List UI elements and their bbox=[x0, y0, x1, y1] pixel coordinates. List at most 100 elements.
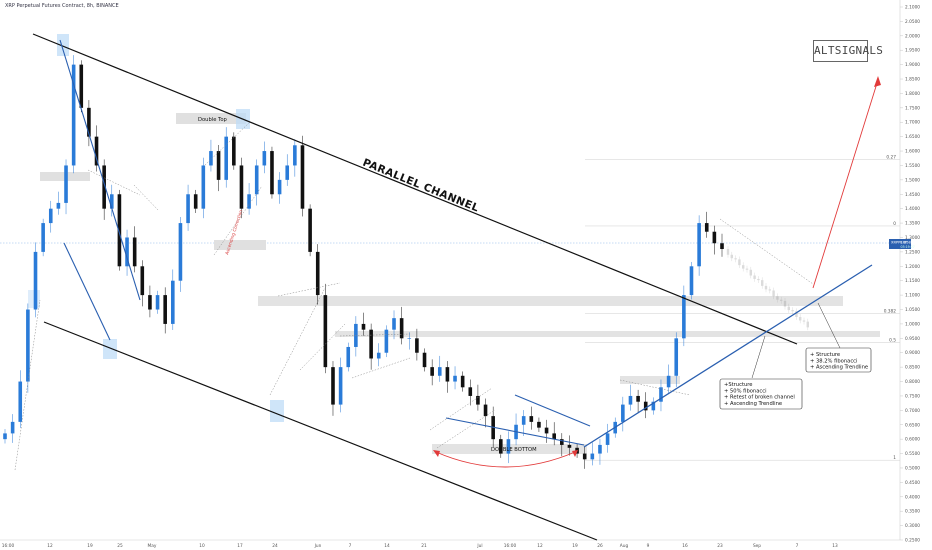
candle-body bbox=[254, 165, 259, 195]
projection-body bbox=[795, 311, 798, 318]
candle-body bbox=[41, 223, 45, 252]
candle-body bbox=[216, 151, 221, 180]
y-tick-label: 1.9000 bbox=[905, 62, 920, 68]
y-tick-label: 1.2000 bbox=[905, 264, 920, 270]
candle-body bbox=[262, 151, 267, 166]
candle-body bbox=[193, 194, 198, 209]
y-tick-label: 0.4500 bbox=[905, 480, 920, 486]
projection-body bbox=[768, 289, 771, 291]
candle-body bbox=[369, 329, 373, 359]
x-tick-label: 16 bbox=[682, 543, 688, 549]
candle-body bbox=[64, 165, 68, 203]
price-symbol: XRPPERP bbox=[891, 241, 908, 245]
candles-group bbox=[3, 55, 724, 469]
candle-body bbox=[682, 295, 686, 339]
y-tick-label: 1.9500 bbox=[905, 48, 920, 54]
candle-body bbox=[392, 318, 396, 330]
zone-mid bbox=[214, 240, 266, 250]
candle-body bbox=[720, 243, 724, 250]
candle-body bbox=[293, 145, 297, 166]
projection-body bbox=[776, 296, 779, 300]
y-tick-label: 0.9500 bbox=[905, 336, 920, 342]
candle-body bbox=[201, 165, 206, 209]
projection-body bbox=[787, 306, 790, 311]
price-countdown: 03:19:27 bbox=[901, 245, 915, 249]
candle-body bbox=[33, 251, 38, 310]
candle-body bbox=[621, 404, 625, 422]
candle-body bbox=[460, 375, 465, 388]
channel-lower bbox=[43, 321, 598, 541]
candle-body bbox=[361, 323, 366, 330]
candle-body bbox=[415, 338, 419, 353]
y-tick-label: 1.0000 bbox=[905, 321, 920, 327]
y-tick-label: 0.5000 bbox=[905, 465, 920, 471]
candle-body bbox=[643, 401, 648, 411]
candle-body bbox=[453, 375, 457, 382]
candle-body bbox=[87, 107, 91, 137]
candle-body bbox=[651, 401, 656, 411]
x-tick-label: 21 bbox=[421, 543, 427, 549]
y-tick-label: 1.4000 bbox=[905, 206, 920, 212]
x-tick-label: 9 bbox=[647, 543, 650, 549]
projection-body bbox=[738, 259, 741, 266]
y-tick-label: 1.1000 bbox=[905, 293, 920, 299]
y-tick-label: 2.0000 bbox=[905, 33, 920, 39]
candle-body bbox=[407, 338, 412, 339]
y-tick-label: 0.5500 bbox=[905, 451, 920, 457]
projection-body bbox=[802, 320, 806, 322]
candle-body bbox=[10, 421, 15, 434]
projection-body bbox=[791, 310, 794, 312]
candle-body bbox=[498, 439, 503, 454]
ascending-trendline bbox=[583, 264, 873, 448]
candle-body bbox=[109, 194, 114, 209]
y-tick-label: 1.6500 bbox=[905, 134, 920, 140]
candle-body bbox=[697, 223, 701, 267]
fib-level-label: 0.5 bbox=[889, 337, 896, 343]
altsignals-logo: ALTSIGNALS bbox=[813, 40, 883, 62]
y-tick-label: 0.3000 bbox=[905, 523, 920, 529]
y-tick-label: 1.7500 bbox=[905, 105, 920, 111]
y-tick-label: 0.7000 bbox=[905, 408, 920, 414]
y-tick-label: 1.2500 bbox=[905, 249, 920, 255]
projection-body bbox=[745, 268, 749, 270]
price-value: 1.2584 bbox=[901, 241, 914, 245]
candle-body bbox=[178, 223, 183, 281]
candle-body bbox=[689, 266, 694, 296]
x-tick-label: Aug bbox=[620, 543, 629, 549]
candle-body bbox=[323, 295, 328, 368]
candle-body bbox=[422, 352, 427, 368]
candle-body bbox=[48, 208, 53, 224]
label-double-bottom: DOUBLE BOTTOM bbox=[491, 447, 537, 453]
candle-body bbox=[560, 439, 564, 445]
candle-body bbox=[125, 237, 129, 267]
projection-body bbox=[780, 299, 783, 301]
candle-body bbox=[209, 151, 213, 166]
y-tick-label: 1.7000 bbox=[905, 120, 920, 126]
candle-body bbox=[666, 375, 671, 388]
y-tick-label: 0.8000 bbox=[905, 379, 920, 385]
fib-level-label: 0 bbox=[893, 221, 896, 227]
candle-body bbox=[674, 338, 679, 376]
price-badge bbox=[889, 239, 911, 249]
candle-body bbox=[56, 202, 61, 209]
y-tick-label: 1.5000 bbox=[905, 177, 920, 183]
zone-double-top bbox=[176, 113, 246, 124]
falling-line-2 bbox=[445, 417, 585, 446]
label-parallel-channel: PARALLEL CHANNEL bbox=[361, 157, 481, 215]
y-tick-label: 0.6500 bbox=[905, 422, 920, 428]
candle-body bbox=[132, 237, 137, 267]
callout-right-line: + Structure bbox=[810, 352, 840, 358]
projection-body bbox=[761, 280, 764, 286]
fib-level-label: 0.27 bbox=[886, 155, 896, 161]
candle-body bbox=[308, 208, 312, 252]
x-tick-label: 23 bbox=[717, 543, 723, 549]
callout-left-line: + Retest of broken channel bbox=[724, 395, 795, 401]
y-tick-label: 1.0500 bbox=[905, 307, 920, 313]
callout-left-line: + Ascending Trendline bbox=[724, 401, 782, 407]
target-arrow bbox=[812, 79, 879, 289]
projection-body bbox=[726, 249, 730, 255]
channel-upper bbox=[32, 33, 798, 345]
y-tick-label: 2.0500 bbox=[905, 19, 920, 25]
